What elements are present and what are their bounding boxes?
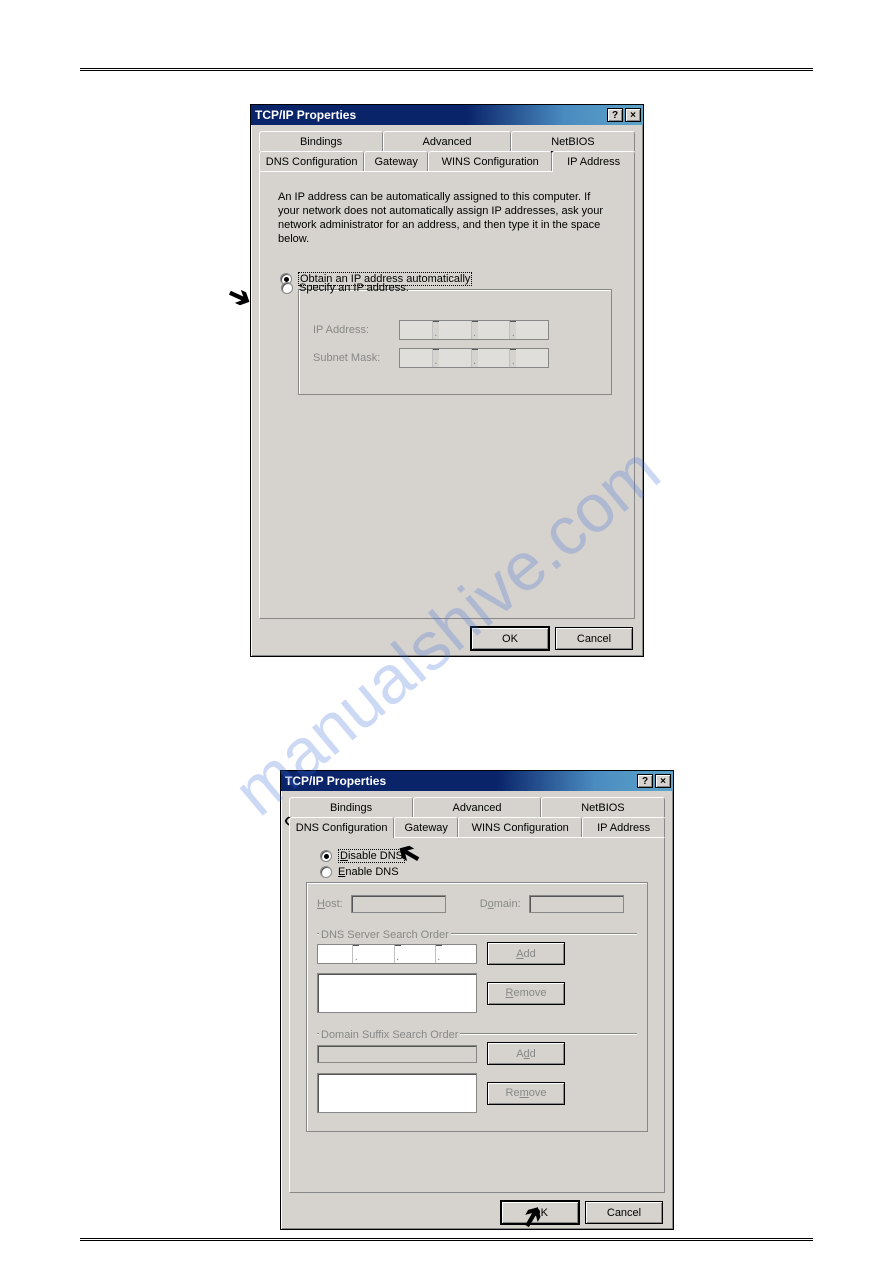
host-input[interactable] [351,895,446,913]
dns-remove-button[interactable]: Remove [487,982,565,1005]
radio-enable-label: Enable DNS [338,866,399,878]
radio-disable-row[interactable]: Disable DNS [320,849,654,863]
dns-order-list-row: Remove [317,973,637,1013]
dialog-title-1: TCP/IP Properties [255,108,356,122]
tab-ip-address-2[interactable]: IP Address [582,817,665,837]
suffix-input-row: Add [317,1042,637,1065]
radio-specify-icon [281,282,293,294]
tab-netbios-2[interactable]: NetBIOS [541,797,665,817]
ok-button-1[interactable]: OK [471,627,549,650]
tabs-2: Bindings Advanced NetBIOS DNS Configurat… [289,797,665,1193]
suffix-order-label: Domain Suffix Search Order [319,1029,460,1041]
tab-wins-config-2[interactable]: WINS Configuration [458,817,582,837]
tcpip-properties-dialog-2: TCP/IP Properties ? × Bindings Advanced … [280,770,674,1230]
dns-server-input[interactable]: ... [317,944,477,964]
button-bar-2: OK Cancel [281,1193,673,1232]
page-top-rule [80,68,813,71]
tab-bindings[interactable]: Bindings [259,131,383,151]
ip-address-row: IP Address: ... [313,320,597,340]
suffix-list-row: Remove [317,1073,637,1113]
page-bottom-rule [80,1238,813,1241]
host-label: Host: [317,898,343,910]
tab-wins-config[interactable]: WINS Configuration [428,151,552,171]
radio-specify-label: Specify an IP address: [299,282,409,294]
dns-server-list[interactable] [317,973,477,1013]
suffix-remove-button[interactable]: Remove [487,1082,565,1105]
tabs-1: Bindings Advanced NetBIOS DNS Configurat… [259,131,635,619]
close-button-2[interactable]: × [655,774,671,788]
dns-order-input-row: ... Add [317,942,637,965]
radio-enable-icon [320,866,332,878]
tcpip-properties-dialog-1: TCP/IP Properties ? × Bindings Advanced … [250,104,644,657]
ok-button-2[interactable]: OK [501,1201,579,1224]
cancel-button-2[interactable]: Cancel [585,1201,663,1224]
tab-panel-dns: Disable DNS Enable DNS Host: Domain: DNS… [289,837,665,1193]
radio-enable-row[interactable]: Enable DNS [320,866,654,878]
tab-dns-config-2[interactable]: DNS Configuration [289,817,394,838]
suffix-list[interactable] [317,1073,477,1113]
button-bar-1: OK Cancel [251,619,643,658]
titlebar-2: TCP/IP Properties ? × [281,771,673,791]
close-button[interactable]: × [625,108,641,122]
suffix-input[interactable] [317,1045,477,1063]
cancel-button-1[interactable]: Cancel [555,627,633,650]
ip-description: An IP address can be automatically assig… [278,190,612,246]
dns-order-label: DNS Server Search Order [319,929,451,941]
domain-input[interactable] [529,895,624,913]
host-domain-row: Host: Domain: [317,895,637,913]
specify-group: Specify an IP address: IP Address: ... S… [298,289,612,395]
radio-specify-row[interactable]: Specify an IP address: [281,282,409,294]
subnet-mask-row: Subnet Mask: ... [313,348,597,368]
ip-address-label: IP Address: [313,324,399,336]
dns-add-button[interactable]: Add [487,942,565,965]
tab-netbios[interactable]: NetBIOS [511,131,635,151]
tab-gateway-2[interactable]: Gateway [394,817,458,837]
radio-disable-label: Disable DNS [338,849,405,863]
tab-advanced[interactable]: Advanced [383,131,511,151]
tab-ip-address[interactable]: IP Address [552,151,635,172]
tab-dns-config[interactable]: DNS Configuration [259,151,364,171]
tab-panel-ip: An IP address can be automatically assig… [259,171,635,619]
radio-disable-icon [320,850,332,862]
suffix-add-button[interactable]: Add [487,1042,565,1065]
dns-details-group: Host: Domain: DNS Server Search Order ..… [306,882,648,1132]
help-button-2[interactable]: ? [637,774,653,788]
subnet-mask-input[interactable]: ... [399,348,549,368]
ip-address-input[interactable]: ... [399,320,549,340]
tab-advanced-2[interactable]: Advanced [413,797,541,817]
tab-bindings-2[interactable]: Bindings [289,797,413,817]
subnet-mask-label: Subnet Mask: [313,352,399,364]
dialog-title-2: TCP/IP Properties [285,774,386,788]
tab-gateway[interactable]: Gateway [364,151,428,171]
help-button[interactable]: ? [607,108,623,122]
domain-label: Domain: [480,898,521,910]
titlebar-1: TCP/IP Properties ? × [251,105,643,125]
